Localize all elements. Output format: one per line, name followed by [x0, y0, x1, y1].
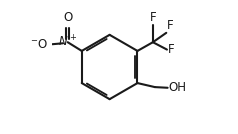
Text: F: F	[149, 11, 156, 24]
Text: $^{-}$O: $^{-}$O	[30, 38, 48, 51]
Text: $N^+$: $N^+$	[58, 35, 77, 50]
Text: F: F	[167, 19, 174, 32]
Text: O: O	[63, 11, 72, 24]
Text: OH: OH	[168, 81, 186, 94]
Text: F: F	[168, 43, 174, 56]
